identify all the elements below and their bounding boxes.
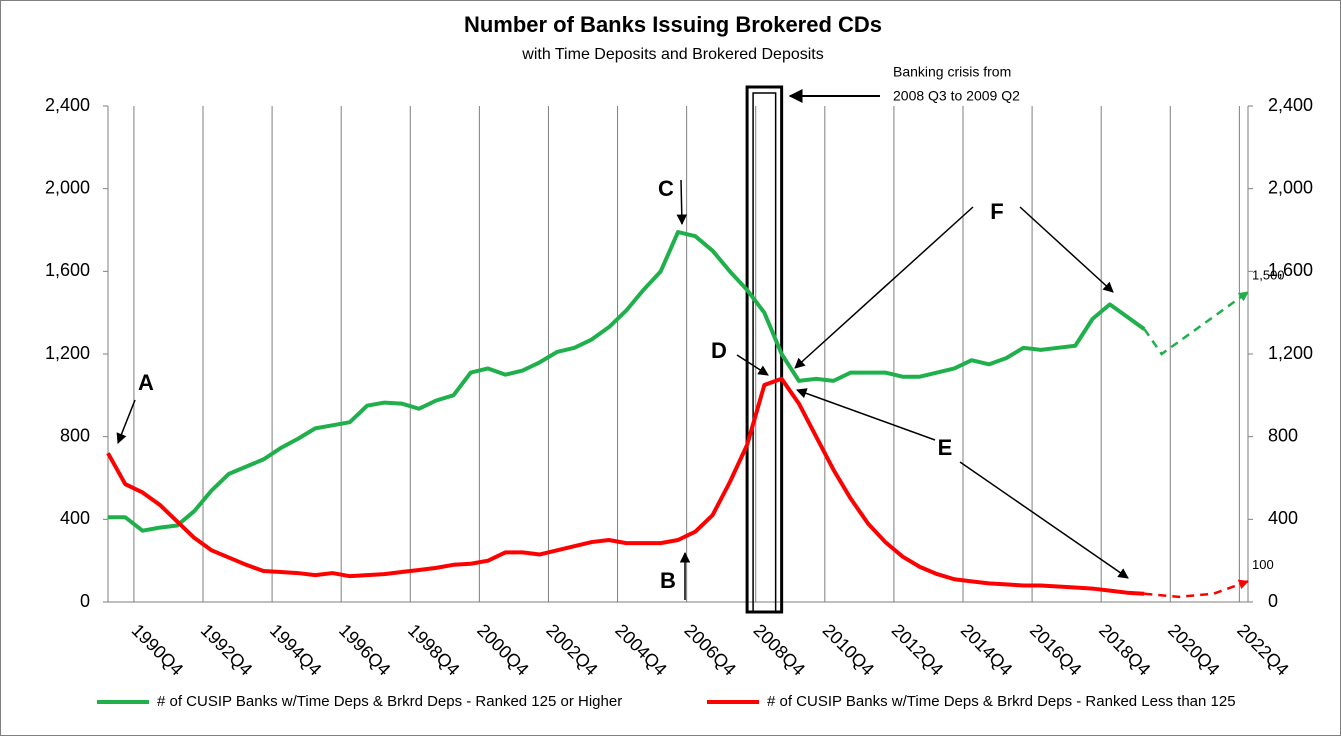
arrow: [959, 461, 1129, 579]
legend-label: # of CUSIP Banks w/Time Deps & Brkrd Dep…: [157, 693, 622, 710]
y-tick-label: 1,600: [45, 260, 90, 280]
crisis-note: 2008 Q3 to 2009 Q2: [893, 88, 1020, 104]
chart-title: Number of Banks Issuing Brokered CDs: [464, 12, 882, 37]
annotation: A: [138, 370, 154, 395]
y2-tick-label: 2,400: [1268, 95, 1313, 115]
annotation: B: [660, 568, 676, 593]
y-tick-label: 2,000: [45, 177, 90, 197]
y-tick-label: 1,200: [45, 343, 90, 363]
annotations: [116, 89, 1129, 600]
y2-tick-label: 0: [1268, 591, 1278, 611]
crisis-box-inner: [752, 92, 777, 613]
chart-subtitle: with Time Deposits and Brokered Deposits: [521, 46, 823, 63]
y2-tick-label: 400: [1268, 508, 1298, 528]
forecast-line: [1144, 579, 1249, 599]
y2-tick-label: 1,200: [1268, 343, 1313, 363]
y-tick-label: 0: [80, 591, 90, 611]
forecast-line: [1143, 290, 1249, 356]
value-label: 1,500: [1252, 267, 1285, 282]
annotation: C: [658, 176, 674, 201]
annotation: D: [711, 338, 727, 363]
value-label: 100: [1252, 557, 1274, 572]
series-line: [106, 376, 1145, 596]
y-tick-label: 2,400: [45, 95, 90, 115]
annotation: F: [990, 199, 1003, 224]
arrow: [1019, 206, 1114, 293]
y2-tick-label: 1,600: [1268, 260, 1313, 280]
arrow: [736, 354, 769, 376]
legend: # of CUSIP Banks w/Time Deps & Brkrd Dep…: [97, 693, 1236, 710]
series-line: [108, 230, 1146, 533]
legend-label: # of CUSIP Banks w/Time Deps & Brkrd Dep…: [767, 693, 1236, 710]
crisis-note: Banking crisis from: [893, 64, 1011, 80]
arrow: [116, 399, 136, 444]
arrow: [796, 388, 936, 441]
arrow: [676, 179, 688, 226]
y2-tick-label: 800: [1268, 425, 1298, 445]
y-tick-label: 800: [60, 425, 90, 445]
annotation: E: [938, 435, 953, 460]
y-tick-label: 400: [60, 508, 90, 528]
y2-tick-label: 2,000: [1268, 177, 1313, 197]
arrow: [794, 206, 974, 369]
